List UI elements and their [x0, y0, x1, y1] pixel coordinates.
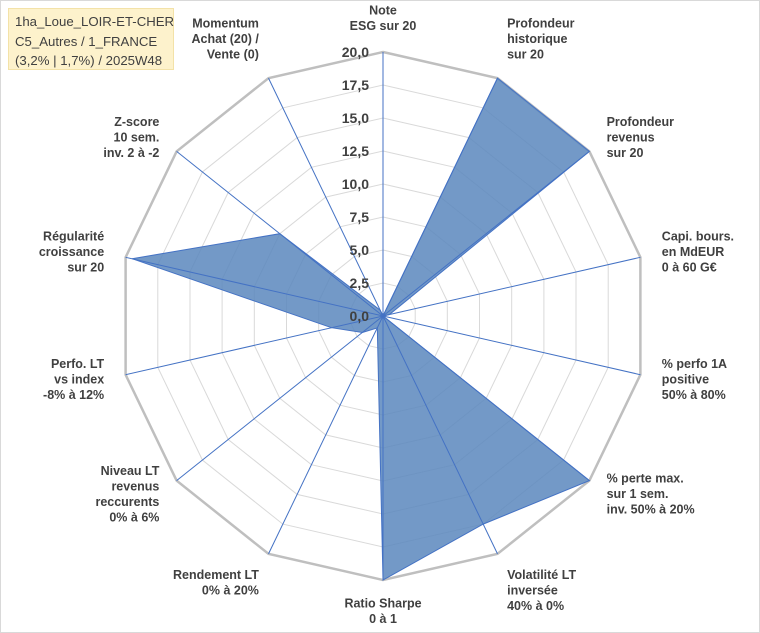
axis-label: Niveau LT revenus reccurents 0% à 6%	[95, 464, 159, 525]
tick-label: 10,0	[342, 176, 369, 192]
radar-spoke	[382, 315, 641, 376]
axis-label: Z-score 10 sem. inv. 2 à -2	[103, 115, 159, 160]
tick-label: 7,5	[350, 209, 370, 225]
axis-label: % perfo 1A positive 50% à 80%	[662, 357, 727, 402]
chart-title-box: 1ha_Loue_LOIR-ET-CHER C5_Autres / 1_FRAN…	[8, 8, 174, 70]
title-line-2: C5_Autres / 1_FRANCE	[15, 33, 158, 49]
radar-spoke	[125, 256, 384, 317]
tick-label: 0,0	[350, 308, 370, 324]
radar-spoke	[382, 77, 498, 317]
radar-spoke	[268, 77, 384, 317]
radar-spokes	[125, 52, 641, 580]
radar-spoke	[382, 256, 641, 317]
axis-label: % perte max. sur 1 sem. inv. 50% à 20%	[607, 472, 695, 517]
tick-label: 20,0	[342, 44, 369, 60]
radar-spoke	[382, 151, 590, 317]
axis-label: Momentum Achat (20) / Vente (0)	[192, 16, 260, 61]
radar-axis-labels: Note ESG sur 20 Profondeur historique sur 20…	[39, 4, 734, 627]
title-line-1: 1ha_Loue_LOIR-ET-CHER	[15, 14, 175, 29]
radar-spoke	[176, 151, 384, 317]
axis-label: Capi. bours. en MdEUR 0 à 60 G€	[662, 230, 734, 275]
radar-spoke	[125, 315, 384, 376]
axis-label: Profondeur revenus sur 20	[607, 115, 674, 160]
radar-spoke	[382, 315, 498, 555]
radar-spoke	[176, 315, 384, 481]
axis-label: Profondeur historique sur 20	[507, 16, 574, 61]
tick-label: 12,5	[342, 143, 369, 159]
axis-label: Volatilité LT inversée 40% à 0%	[507, 568, 576, 613]
axis-label: Perfo. LT vs index -8% à 12%	[43, 357, 105, 402]
radar-spoke	[268, 315, 384, 555]
tick-label: 5,0	[350, 242, 370, 258]
axis-label: Régularité croissance sur 20	[39, 230, 104, 275]
tick-label: 2,5	[350, 275, 370, 291]
radar-tick-labels: 0,0 2,5 5,0 7,5 10,0 12,5 15,0 17,5 20,0	[342, 44, 369, 324]
radar-spoke	[382, 315, 590, 481]
tick-label: 17,5	[342, 77, 369, 93]
tick-label: 15,0	[342, 110, 369, 126]
axis-label: Ratio Sharpe 0 à 1	[344, 597, 421, 627]
title-line-3: (3,2% | 1,7%) / 2025W48	[15, 53, 163, 68]
axis-label: Rendement LT 0% à 20%	[173, 568, 259, 598]
axis-label: Note ESG sur 20	[350, 4, 417, 34]
